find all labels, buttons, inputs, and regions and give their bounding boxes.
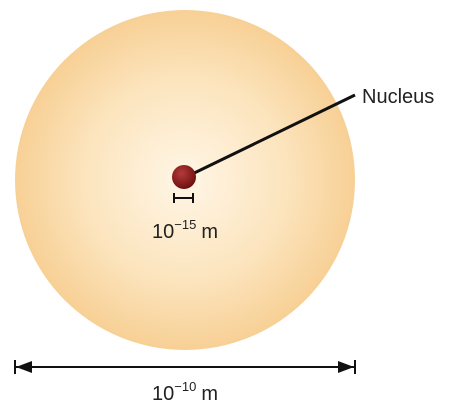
arrow-head-left: [16, 361, 32, 373]
diagram: Nucleus 10−15m 10−10m: [0, 0, 459, 410]
nucleus: [172, 165, 196, 189]
unit: m: [201, 383, 218, 405]
atom-size-label: 10−10 m: [152, 379, 218, 405]
arrow-head-right: [338, 361, 354, 373]
unit: m: [201, 221, 218, 243]
base: 10: [152, 383, 174, 405]
nucleus-label: Nucleus: [362, 86, 434, 108]
atom-scale-arrow: [15, 360, 355, 374]
page: Nucleus 10−15m 10−10m (() => { const dat…: [0, 0, 459, 410]
exponent: −15: [174, 217, 196, 232]
exponent: −10: [174, 379, 196, 394]
base: 10: [152, 221, 174, 243]
